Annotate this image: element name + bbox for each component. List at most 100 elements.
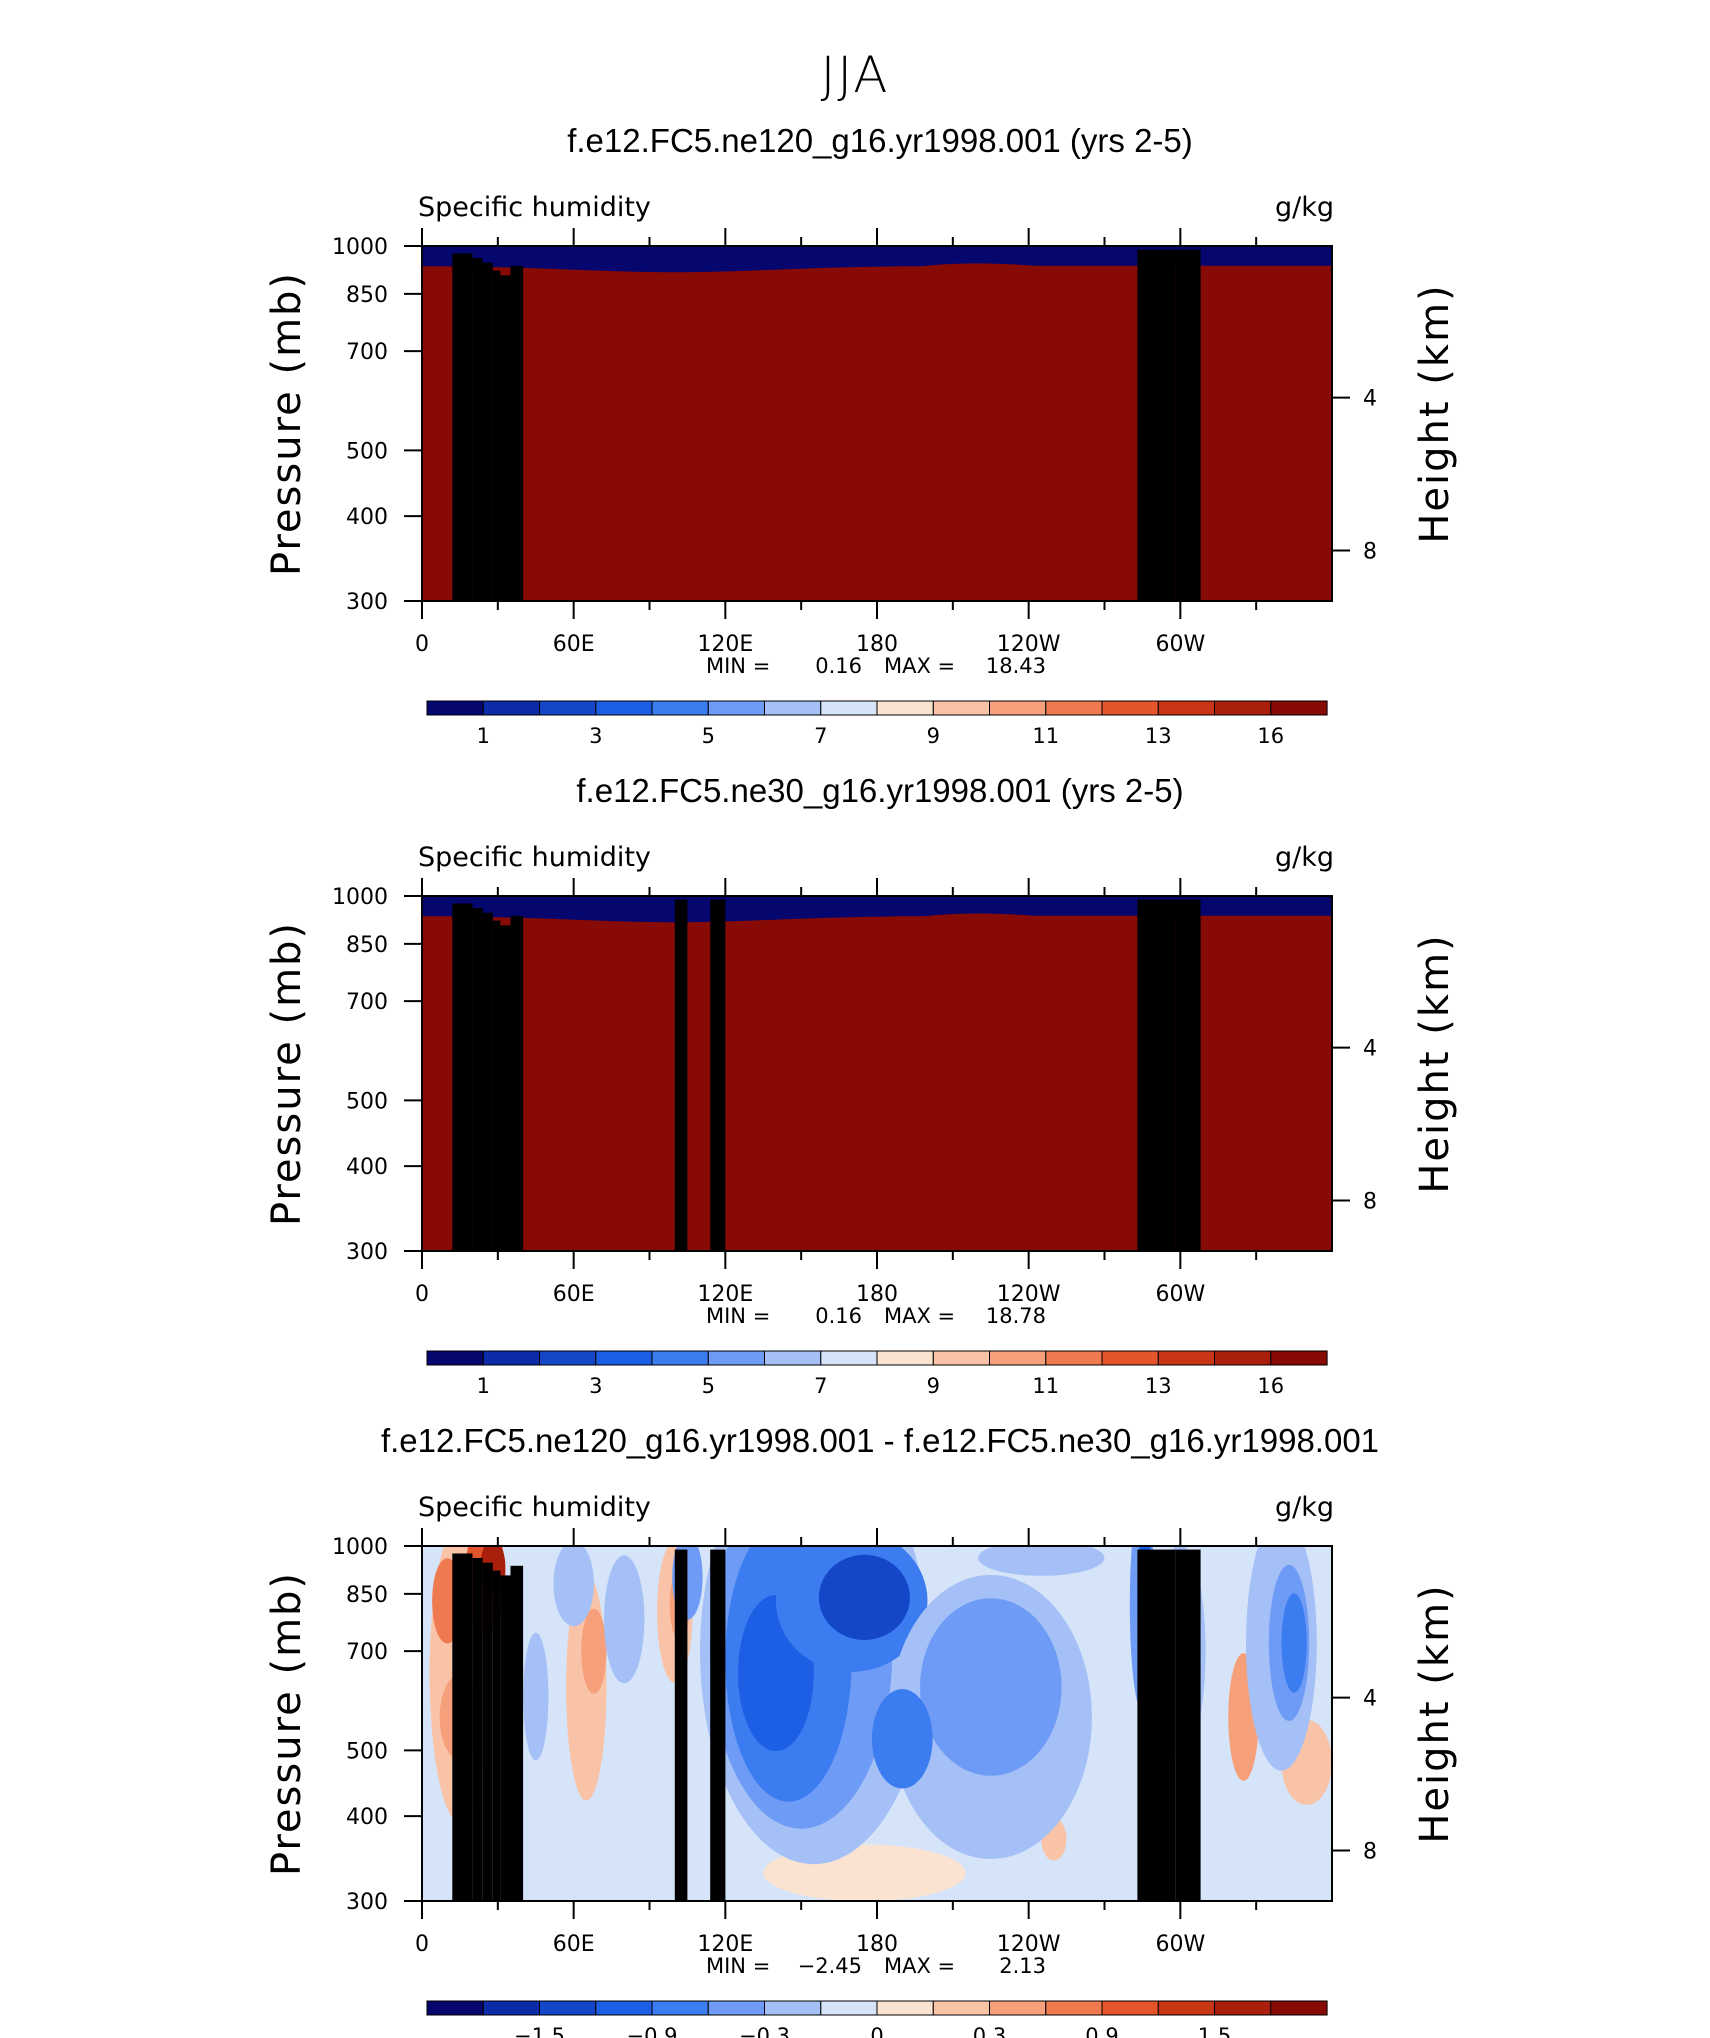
min-label: MIN = xyxy=(706,654,770,678)
y-tick-label: 700 xyxy=(346,1640,388,1665)
topography-mask xyxy=(1175,899,1201,1251)
x-tick-label: 120W xyxy=(997,1282,1061,1307)
min-value: 0.16 xyxy=(815,654,862,678)
topography-mask xyxy=(482,262,493,601)
topography-mask xyxy=(510,915,524,1251)
colorbar-label: 1.5 xyxy=(1198,2024,1231,2038)
x-tick-label: 0 xyxy=(415,632,429,657)
plot-area xyxy=(422,246,1332,601)
panel-2: f.e12.FC5.ne30_g16.yr1998.001 (yrs 2-5) S… xyxy=(264,772,1458,1398)
contour-blob xyxy=(581,1608,607,1694)
topography-mask xyxy=(1137,249,1176,601)
max-value: 2.13 xyxy=(999,1954,1046,1978)
figure-title: JJA xyxy=(821,46,890,104)
colorbar-swatch xyxy=(989,2000,1047,2016)
min-label: MIN = xyxy=(706,1954,770,1978)
topography-mask xyxy=(674,1549,688,1901)
colorbar-swatch xyxy=(876,2000,934,2016)
colorbar-swatch xyxy=(989,700,1047,716)
x-tick-label: 60E xyxy=(553,1282,595,1307)
colorbar-swatch xyxy=(1101,1350,1159,1366)
colorbar-swatch xyxy=(820,700,878,716)
colorbar-swatch xyxy=(876,700,934,716)
topography-mask xyxy=(710,899,726,1251)
variable-label: Specific humidity xyxy=(418,192,651,223)
contour-band xyxy=(422,263,1332,601)
topography-mask xyxy=(500,1575,511,1901)
topography-mask xyxy=(492,270,501,601)
colorbar-swatch xyxy=(707,2000,766,2016)
contour-blob xyxy=(523,1632,549,1761)
x-tick-label: 180 xyxy=(856,1282,898,1307)
colorbar-label: 13 xyxy=(1145,1374,1172,1398)
topography-mask xyxy=(482,1562,493,1901)
topography-mask xyxy=(452,1553,473,1901)
x-tick-label: 180 xyxy=(856,632,898,657)
topography-mask xyxy=(452,903,473,1251)
colorbar-swatch xyxy=(1101,2000,1159,2016)
colorbar-label: 11 xyxy=(1032,724,1059,748)
y2-tick-label: 4 xyxy=(1363,387,1377,412)
x-tick-label: 60E xyxy=(553,632,595,657)
colorbar-swatch xyxy=(1270,2000,1328,2016)
colorbar-swatch xyxy=(764,2000,822,2016)
y2-axis-title: Height (km) xyxy=(1412,1583,1458,1843)
colorbar-swatch xyxy=(764,1350,822,1366)
panels: f.e12.FC5.ne120_g16.yr1998.001 (yrs 2-5)… xyxy=(264,122,1458,2038)
units-label: g/kg xyxy=(1275,192,1334,223)
colorbar-swatch xyxy=(1157,700,1216,716)
colorbar-swatch xyxy=(482,1350,541,1366)
topography-mask xyxy=(1175,1549,1201,1901)
colorbar-swatch xyxy=(1045,700,1103,716)
variable-label: Specific humidity xyxy=(418,842,651,873)
colorbar-label: −0.9 xyxy=(627,2024,678,2038)
panel-1: f.e12.FC5.ne120_g16.yr1998.001 (yrs 2-5)… xyxy=(264,122,1458,748)
y-axis-title: Pressure (mb) xyxy=(264,1571,310,1876)
x-tick-label: 60W xyxy=(1155,632,1205,657)
colorbar-swatch xyxy=(426,2000,484,2016)
y-tick-label: 300 xyxy=(346,1240,388,1265)
panel-title: f.e12.FC5.ne30_g16.yr1998.001 (yrs 2-5) xyxy=(576,772,1183,809)
colorbar-swatch xyxy=(595,1350,653,1366)
colorbar-swatch xyxy=(764,700,822,716)
colorbar-swatch xyxy=(651,2000,709,2016)
y-tick-label: 850 xyxy=(346,283,388,308)
x-tick-label: 120E xyxy=(697,1932,753,1957)
x-tick-label: 60W xyxy=(1155,1282,1205,1307)
x-tick-label: 120E xyxy=(697,632,753,657)
colorbar-label: 1 xyxy=(477,1374,490,1398)
colorbar: 1 3 5 7 9 11 13 16 xyxy=(426,700,1328,748)
x-tick-label: 0 xyxy=(415,1932,429,1957)
colorbar-swatch xyxy=(1045,1350,1103,1366)
y2-tick-label: 8 xyxy=(1363,1190,1377,1215)
y-tick-label: 700 xyxy=(346,340,388,365)
y-tick-label: 500 xyxy=(346,1739,388,1764)
x-tick-label: 180 xyxy=(856,1932,898,1957)
colorbar-swatch xyxy=(932,1350,991,1366)
units-label: g/kg xyxy=(1275,1492,1334,1523)
colorbar-swatch xyxy=(820,2000,878,2016)
colorbar-label: 0.3 xyxy=(973,2024,1006,2038)
contour-band xyxy=(422,913,1332,1251)
panel-title: f.e12.FC5.ne120_g16.yr1998.001 - f.e12.F… xyxy=(381,1422,1379,1459)
colorbar-swatch xyxy=(1214,1350,1272,1366)
x-tick-label: 0 xyxy=(415,1282,429,1307)
colorbar-label: 7 xyxy=(814,1374,827,1398)
topography-mask xyxy=(472,1558,483,1901)
colorbar-swatch xyxy=(651,700,709,716)
y-tick-label: 850 xyxy=(346,1583,388,1608)
max-value: 18.43 xyxy=(986,654,1046,678)
colorbar-label: 0.9 xyxy=(1085,2024,1118,2038)
colorbar-label: −0.3 xyxy=(739,2024,790,2038)
colorbar-swatch xyxy=(876,1350,934,1366)
y-tick-label: 1000 xyxy=(332,885,388,910)
colorbar-label: 5 xyxy=(702,1374,715,1398)
colorbar-swatch xyxy=(539,700,597,716)
colorbar: 1 3 5 7 9 11 13 16 xyxy=(426,1350,1328,1398)
panel-3: f.e12.FC5.ne120_g16.yr1998.001 - f.e12.F… xyxy=(264,1422,1458,2038)
colorbar-swatch xyxy=(932,700,991,716)
max-label: MAX = xyxy=(884,1954,955,1978)
x-tick-label: 120W xyxy=(997,632,1061,657)
y-tick-label: 1000 xyxy=(332,1535,388,1560)
y2-axis-title: Height (km) xyxy=(1412,933,1458,1193)
